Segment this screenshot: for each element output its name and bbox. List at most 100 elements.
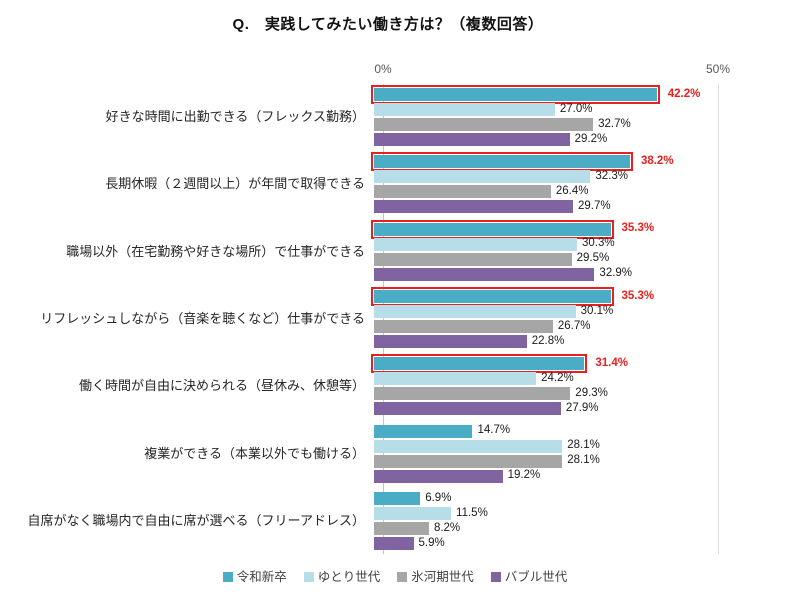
bar-row: 11.5% — [374, 506, 709, 520]
bar-value-label: 29.7% — [577, 200, 611, 213]
bar-value-label: 30.1% — [580, 304, 614, 317]
bar-value-label: 35.3% — [621, 222, 655, 235]
bar-row: 24.2% — [374, 372, 709, 386]
legend-label: 令和新卒 — [236, 570, 287, 584]
bar-row: 29.7% — [374, 200, 709, 214]
bar-令和新卒 — [371, 152, 633, 172]
bar-value-label: 32.7% — [598, 117, 631, 130]
bar-ゆとり世代 — [374, 237, 577, 251]
category-bars: 42.2% 27.0% 32.7% 29.2% — [371, 85, 709, 146]
bar-value-label: 29.2% — [574, 132, 608, 145]
bar-value-label: 28.1% — [567, 454, 600, 467]
bar-令和新卒 — [371, 286, 614, 306]
legend-swatch-icon — [490, 572, 501, 583]
bar-row: 27.0% — [374, 103, 709, 116]
bar-group: 長期休暇（２週間以上）が年間で取得できる 38.2% 32.3% 26.4% 29.7% — [0, 152, 718, 214]
legend-item-令和新卒: 令和新卒 — [222, 570, 287, 584]
bar-value-label: 19.2% — [507, 469, 541, 482]
bar-value-label: 38.2% — [640, 155, 674, 168]
bar-value-label: 29.3% — [575, 387, 608, 400]
bar-row: 31.4% — [370, 354, 709, 374]
bar-value-label: 24.2% — [541, 372, 574, 385]
bar-value-label: 27.9% — [565, 402, 599, 415]
bar-value-label: 35.3% — [621, 289, 655, 302]
category-bars: 6.9% 11.5% 8.2% 5.9% — [374, 491, 709, 550]
y-axis-line — [383, 84, 384, 554]
bar-row: 26.7% — [374, 319, 709, 333]
bar-value-label: 22.8% — [531, 334, 565, 347]
bar-バブル世代 — [374, 469, 503, 483]
bar-氷河期世代 — [374, 185, 551, 199]
bar-ゆとり世代 — [374, 439, 563, 453]
bar-バブル世代 — [374, 334, 527, 348]
bar-row: 28.1% — [374, 454, 709, 468]
bar-氷河期世代 — [374, 521, 429, 535]
bar-row: 26.4% — [374, 185, 709, 199]
bar-value-label: 30.3% — [582, 237, 615, 250]
category-label: 働く時間が自由に決められる（昼休み、休憩等） — [78, 378, 365, 394]
category-bars: 35.3% 30.1% 26.7% 22.8% — [371, 286, 709, 348]
bar-value-label: 26.4% — [555, 185, 589, 198]
chart-title: Q. 実践してみたい働き方は？（複数回答） — [232, 16, 544, 33]
bar-row: 22.8% — [374, 334, 709, 348]
bar-氷河期世代 — [374, 118, 594, 131]
bar-value-label: 27.0% — [559, 102, 593, 115]
category-bars: 38.2% 32.3% 26.4% 29.7% — [371, 152, 709, 214]
category-bars: 14.7% 28.1% 28.1% 19.2% — [374, 424, 709, 483]
bar-ゆとり世代 — [374, 103, 555, 116]
bar-ゆとり世代 — [374, 372, 537, 386]
bar-value-label: 29.5% — [576, 252, 610, 265]
category-label: 職場以外（在宅勤務や好きな場所）で仕事ができる — [66, 243, 365, 259]
bar-row: 32.3% — [374, 170, 709, 184]
bar-氷河期世代 — [374, 387, 571, 401]
bar-氷河期世代 — [374, 252, 572, 266]
bar-令和新卒 — [370, 354, 588, 374]
category-label: 好きな時間に出勤できる（フレックス勤務） — [105, 108, 365, 124]
bar-row: 29.3% — [374, 387, 709, 401]
bar-value-label: 42.2% — [667, 87, 701, 100]
bar-バブル世代 — [374, 200, 573, 214]
legend-label: 氷河期世代 — [411, 570, 474, 584]
bar-group: 複業ができる（本業以外でも働ける） 14.7% 28.1% 28.1% 19.2% — [0, 424, 718, 483]
bar-row: 28.1% — [374, 439, 709, 453]
category-label: リフレッシュしながら（音楽を聴くなど）仕事ができる — [40, 310, 365, 326]
legend: 令和新卒 ゆとり世代 氷河期世代 バブル世代 — [0, 571, 790, 584]
legend-label: ゆとり世代 — [317, 570, 381, 584]
bar-value-label: 11.5% — [456, 506, 488, 519]
bar-row: 8.2% — [374, 521, 709, 535]
category-bars: 31.4% 24.2% 29.3% 27.9% — [370, 354, 709, 416]
bar-row: 30.1% — [374, 304, 709, 318]
bar-ゆとり世代 — [374, 506, 452, 520]
bar-value-label: 26.7% — [557, 319, 591, 332]
category-label: 自席がなく職場内で自由に席が選べる（フリーアドレス） — [27, 512, 365, 528]
bar-バブル世代 — [374, 133, 570, 146]
bar-ゆとり世代 — [374, 304, 576, 318]
bar-令和新卒 — [374, 491, 421, 505]
bar-row: 27.9% — [374, 402, 709, 416]
legend-swatch-icon — [397, 572, 408, 583]
bar-row: 32.7% — [374, 118, 709, 131]
bar-value-label: 31.4% — [595, 357, 628, 370]
bar-value-label: 32.3% — [595, 170, 629, 183]
category-bars: 35.3% 30.3% 29.5% 32.9% — [371, 219, 709, 281]
legend-item-氷河期世代: 氷河期世代 — [397, 571, 474, 584]
gridline-50-percent — [718, 84, 719, 554]
x-axis-tick-50: 50% — [705, 62, 731, 76]
legend-swatch-icon — [222, 572, 233, 583]
bar-row: 29.2% — [374, 133, 709, 146]
legend-swatch-icon — [303, 572, 314, 583]
bar-row: 19.2% — [374, 469, 709, 483]
legend-item-ゆとり世代: ゆとり世代 — [303, 570, 381, 584]
bar-令和新卒 — [374, 424, 473, 438]
bar-氷河期世代 — [374, 319, 553, 333]
bar-令和新卒 — [371, 219, 614, 239]
category-label: 長期休暇（２週間以上）が年間で取得できる — [105, 176, 365, 192]
bar-令和新卒 — [371, 85, 660, 104]
bar-row: 38.2% — [371, 152, 709, 172]
bar-row: 42.2% — [371, 85, 709, 104]
bar-row: 35.3% — [371, 219, 709, 239]
bar-バブル世代 — [374, 267, 595, 281]
legend-label: バブル世代 — [504, 570, 568, 584]
bar-value-label: 6.9% — [425, 491, 452, 504]
legend-item-バブル世代: バブル世代 — [490, 570, 568, 584]
